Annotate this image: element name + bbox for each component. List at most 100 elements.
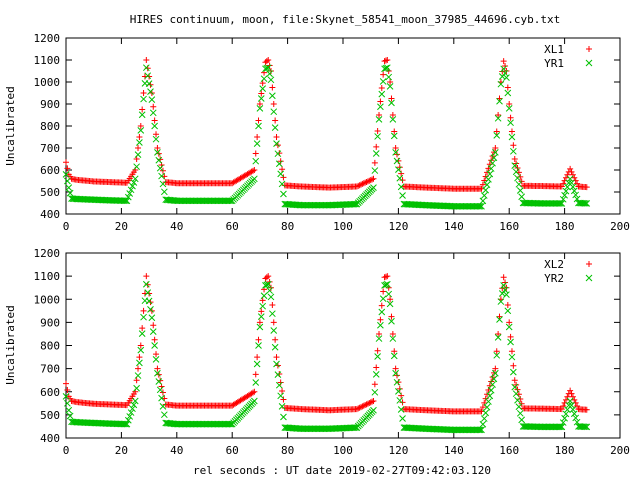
data-point-yr1	[478, 202, 485, 210]
data-point-yr2	[496, 316, 503, 323]
data-point-yr1	[570, 187, 578, 195]
data-point-xl2	[367, 399, 374, 406]
data-point-xl1	[478, 185, 485, 192]
data-point-yr2	[372, 371, 380, 378]
data-point-xl2	[273, 354, 280, 361]
data-point-xl1	[154, 145, 161, 151]
data-point-yr1	[397, 183, 405, 191]
data-point-xl2	[373, 364, 380, 371]
data-point-xl2	[396, 385, 403, 392]
data-point-yr1	[583, 200, 591, 207]
data-point-yr1	[379, 78, 387, 85]
legend-top: XL1 YR1	[544, 43, 593, 70]
data-point-yr2	[518, 416, 526, 424]
data-point-yr1	[503, 74, 510, 81]
data-point-xl2	[492, 365, 499, 372]
data-point-yr2	[148, 314, 156, 322]
data-point-yr1	[508, 133, 516, 141]
data-point-xl1	[255, 117, 262, 124]
data-point-xl1	[280, 174, 287, 181]
data-point-yr1	[142, 64, 150, 72]
data-point-yr1	[504, 89, 512, 97]
data-point-xl1	[496, 95, 503, 102]
data-point-xl1	[63, 159, 69, 166]
data-point-yr1	[277, 170, 285, 178]
data-point-xl2	[254, 354, 261, 361]
data-point-xl2	[251, 388, 258, 395]
data-point-yr2	[251, 397, 258, 405]
x-tick-label: 120	[388, 220, 408, 233]
data-point-xl2	[358, 404, 365, 411]
data-point-yr2	[62, 393, 70, 400]
data-point-yr2	[140, 313, 147, 321]
data-point-yr2	[480, 415, 488, 422]
data-point-xl1	[370, 175, 377, 182]
data-point-yr1	[476, 202, 484, 210]
data-point-xl1	[140, 90, 147, 96]
data-point-xl1	[391, 128, 398, 135]
data-point-yr2	[145, 297, 153, 305]
data-point-xl2	[484, 391, 491, 398]
data-point-xl2	[269, 302, 276, 309]
data-point-yr1	[273, 140, 280, 147]
data-point-xl1	[363, 179, 370, 186]
data-point-xl1	[369, 176, 376, 183]
data-point-xl1	[377, 98, 384, 105]
data-point-yr2	[507, 338, 514, 346]
data-point-xl1	[506, 101, 513, 107]
data-point-xl1	[366, 177, 373, 184]
data-point-yr1	[158, 172, 165, 180]
points-bottom	[62, 273, 591, 434]
y-tick-label: 900	[40, 98, 60, 111]
data-point-yr1	[259, 85, 267, 92]
data-point-xl1	[364, 178, 371, 185]
data-point-xl1	[510, 142, 517, 149]
data-point-xl2	[272, 336, 279, 343]
data-point-yr1	[568, 179, 575, 187]
legend-symbol-xl1	[586, 46, 592, 52]
legend-label-yr1: YR1	[544, 57, 564, 70]
legend-label-yr2: YR2	[544, 272, 564, 285]
data-point-xl2	[374, 347, 381, 354]
data-point-yr2	[569, 406, 577, 413]
data-point-yr2	[266, 287, 273, 294]
y-tick-label: 1000	[34, 76, 61, 89]
data-point-yr2	[562, 410, 570, 418]
data-point-yr2	[561, 414, 568, 422]
y-tick-label: 400	[40, 432, 60, 445]
data-point-xl1	[270, 101, 277, 107]
data-point-yr1	[267, 76, 275, 84]
data-point-yr2	[66, 412, 74, 420]
data-point-yr2	[149, 328, 157, 335]
data-point-xl1	[137, 123, 144, 129]
data-point-yr2	[512, 390, 520, 398]
x-tick-label: 60	[226, 220, 239, 233]
data-point-yr1	[388, 99, 395, 107]
data-point-xl1	[150, 103, 157, 110]
data-point-yr1	[377, 103, 384, 111]
data-point-yr1	[390, 132, 398, 140]
data-point-yr1	[511, 162, 519, 169]
data-point-yr2	[570, 410, 578, 418]
data-point-xl1	[143, 57, 150, 63]
data-point-yr1	[557, 200, 564, 207]
data-point-xl1	[376, 112, 383, 118]
data-point-yr1	[395, 166, 402, 173]
data-point-xl2	[384, 273, 391, 280]
data-point-yr1	[383, 64, 391, 72]
data-point-xl1	[479, 181, 486, 188]
data-point-yr2	[159, 403, 167, 410]
x-tick-label: 160	[499, 444, 519, 457]
data-point-xl1	[358, 181, 365, 188]
data-point-yr2	[489, 381, 496, 388]
x-tick-label: 0	[63, 444, 70, 457]
data-point-yr1	[271, 124, 279, 132]
data-point-xl1	[378, 85, 385, 92]
data-point-xl2	[558, 406, 565, 413]
data-point-yr2	[485, 398, 492, 405]
data-point-xl2	[560, 403, 567, 410]
data-point-xl1	[136, 134, 143, 140]
data-point-yr1	[255, 122, 262, 130]
data-point-yr2	[137, 346, 145, 354]
data-point-yr2	[256, 323, 264, 331]
